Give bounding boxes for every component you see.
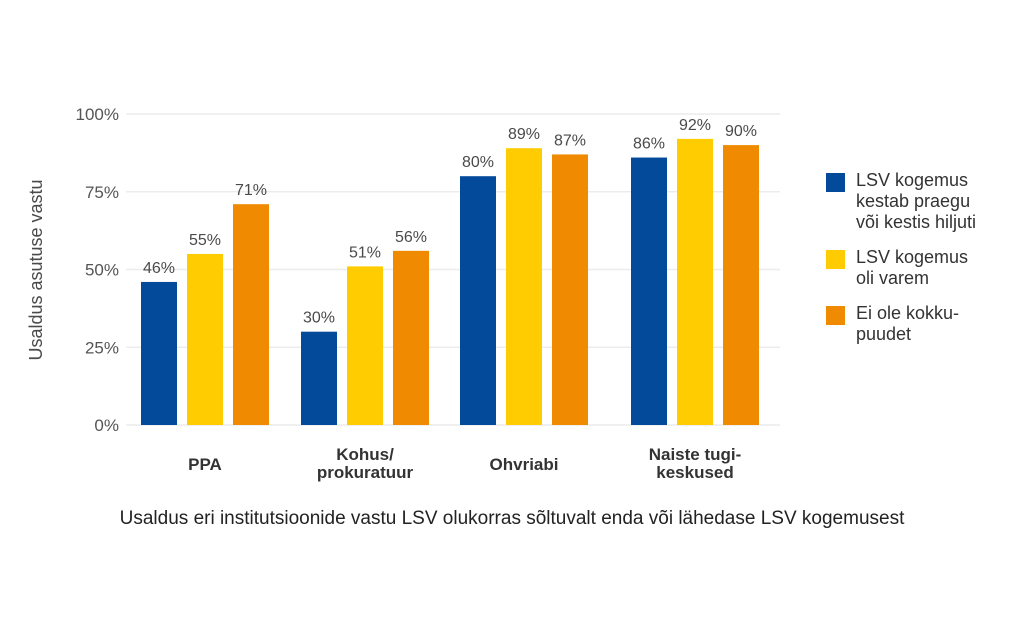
bar xyxy=(723,145,759,425)
bar xyxy=(187,253,223,425)
legend-label: LSV kogemus oli varem xyxy=(856,247,969,288)
bar xyxy=(347,266,383,425)
y-tick-label: 25% xyxy=(85,338,119,357)
legend: LSV kogemus kestab praegu või kestis hil… xyxy=(826,170,1016,359)
y-tick-label: 75% xyxy=(85,183,119,202)
x-axis-categories: PPA Kohus/prokuratuur Ohvriabi Naiste tugi-… xyxy=(188,445,741,482)
legend-swatch xyxy=(826,173,845,192)
bar xyxy=(141,281,177,425)
data-label: 55% xyxy=(189,232,221,249)
data-label: 80% xyxy=(462,154,494,171)
bar xyxy=(301,331,337,425)
x-category-line: keskused xyxy=(656,463,734,482)
y-tick-label: 100% xyxy=(76,105,119,124)
data-label: 30% xyxy=(303,310,335,327)
y-tick-label: 50% xyxy=(85,261,119,280)
y-axis-ticks: 0% 25% 50% 75% 100% xyxy=(76,105,119,435)
x-category-line: Ohvriabi xyxy=(490,455,559,474)
chart-caption: Usaldus eri institutsioonide vastu LSV o… xyxy=(119,508,905,529)
x-category-line: Naiste tugi- xyxy=(649,445,742,464)
x-category-line: Kohus/ xyxy=(336,445,394,464)
data-label: 86% xyxy=(633,136,665,153)
data-label: 51% xyxy=(349,244,381,261)
bar xyxy=(552,154,588,425)
x-category-label: Ohvriabi xyxy=(490,455,559,474)
legend-item-current: LSV kogemus kestab praegu või kestis hil… xyxy=(826,170,1016,233)
data-label: 89% xyxy=(508,126,540,143)
data-label: 71% xyxy=(235,182,267,199)
bar xyxy=(460,176,496,425)
legend-label: LSV kogemus kestab praegu või kestis hil… xyxy=(856,170,977,232)
bars: 46% 55% 71% 30% 51% 56% 80% 89% 87% 86% 92% 90% xyxy=(141,117,759,426)
bar xyxy=(393,250,429,425)
x-category-line: prokuratuur xyxy=(317,463,414,482)
y-tick-label: 0% xyxy=(94,416,119,435)
x-category-label: Naiste tugi-keskused xyxy=(649,445,742,482)
bar xyxy=(506,148,542,425)
legend-label: Ei ole kokku- puudet xyxy=(856,303,960,344)
data-label: 46% xyxy=(143,260,175,277)
x-category-label: Kohus/prokuratuur xyxy=(317,445,414,482)
legend-swatch xyxy=(826,306,845,325)
legend-swatch xyxy=(826,250,845,269)
legend-item-past: LSV kogemus oli varem xyxy=(826,247,1016,289)
data-label: 90% xyxy=(725,123,757,140)
data-label: 87% xyxy=(554,132,586,149)
legend-item-none: Ei ole kokku- puudet xyxy=(826,303,1016,345)
data-label: 92% xyxy=(679,117,711,134)
x-category-line: PPA xyxy=(188,455,222,474)
bar xyxy=(631,157,667,426)
y-axis-label: Usaldus asutuse vastu xyxy=(26,179,46,360)
bar xyxy=(233,204,269,425)
bar xyxy=(677,138,713,425)
data-label: 56% xyxy=(395,229,427,246)
x-category-label: PPA xyxy=(188,455,222,474)
